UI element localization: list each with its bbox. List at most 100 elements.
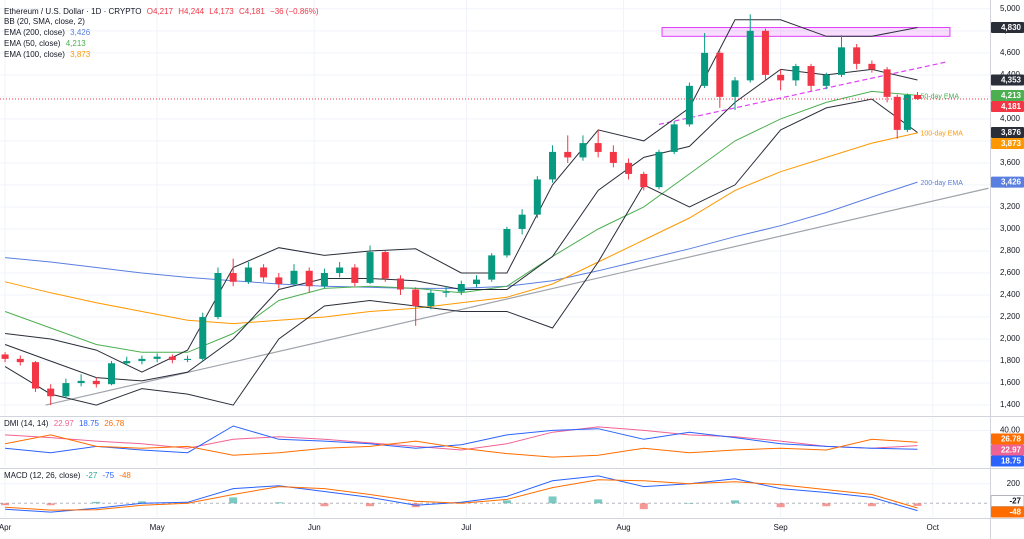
candle-body <box>837 47 845 75</box>
histogram-bar <box>731 500 740 504</box>
legend-name: DMI (14, 14) <box>4 419 49 428</box>
trendline <box>658 61 949 125</box>
candle-body <box>701 52 709 86</box>
ohlc-value: L4,173 <box>209 7 234 16</box>
macd-line <box>5 475 918 513</box>
trendline <box>45 187 989 406</box>
legend-value: 26.78 <box>104 419 125 428</box>
price-tag <box>991 89 1024 101</box>
candle-body <box>138 358 146 362</box>
y-tick-label: 1,600 <box>1000 378 1021 387</box>
candle-body <box>579 143 587 158</box>
candle-body <box>123 361 131 364</box>
candle-body <box>518 214 526 229</box>
y-tick-label: 4,600 <box>1000 48 1021 57</box>
legend-value: -75 <box>102 471 115 480</box>
histogram-bar <box>366 503 375 507</box>
price-tag <box>991 176 1024 188</box>
histogram-bar <box>46 503 55 506</box>
candle-body <box>716 52 724 97</box>
macd-legend: MACD (12, 26, close) -27 -75 -48 <box>4 471 134 481</box>
y-tick-label: 3,600 <box>1000 158 1021 167</box>
price-tag-label: 26.78 <box>1001 435 1022 444</box>
legend-value: -48 <box>119 471 131 480</box>
candle-body <box>472 279 480 285</box>
candle-body <box>685 85 693 125</box>
y-tick-label: 2,400 <box>1000 290 1021 299</box>
candle-body <box>381 252 389 279</box>
price-tag <box>991 22 1024 34</box>
candle-body <box>244 267 252 282</box>
symbol-title: Ethereum / U.S. Dollar · 1D · CRYPTO <box>4 7 142 16</box>
candle-body <box>92 380 100 385</box>
candle-body <box>488 255 496 280</box>
histogram-bar <box>776 503 785 508</box>
candle-body <box>366 252 374 283</box>
price-tag-label: 4,353 <box>1001 76 1022 85</box>
dmi-legend: DMI (14, 14) 22.97 18.75 26.78 <box>4 419 127 429</box>
candle-body <box>336 267 344 273</box>
candle-body <box>594 143 602 152</box>
candle-body <box>533 179 541 215</box>
bollinger-upper <box>5 19 918 373</box>
y-tick-label: 3,000 <box>1000 224 1021 233</box>
x-tick-label: Jun <box>308 523 321 532</box>
macd-line <box>5 479 918 511</box>
price-tag-label: 18.75 <box>1001 457 1022 466</box>
legend-name: BB (20, SMA, close, 2) <box>4 17 85 26</box>
histogram-bar <box>867 503 876 507</box>
y-tick-label: 1,800 <box>1000 356 1021 365</box>
candle-body <box>670 124 678 152</box>
price-tag <box>991 100 1024 112</box>
x-tick-label: Sep <box>774 523 789 532</box>
x-tick-label: Oct <box>926 523 939 532</box>
y-tick-label: 2,800 <box>1000 246 1021 255</box>
candle-body <box>1 354 9 359</box>
candle-body <box>442 291 450 293</box>
candle-body <box>883 69 891 97</box>
ohlc-value: H4,244 <box>178 7 205 16</box>
x-tick-label: Aug <box>616 523 630 532</box>
candle-body <box>761 30 769 75</box>
legend-value: 3,873 <box>70 50 91 59</box>
candle-body <box>108 363 116 385</box>
candle-body <box>275 277 283 285</box>
price-tag <box>991 433 1024 445</box>
candle-body <box>320 272 328 287</box>
candle-body <box>184 358 192 360</box>
legend-name: EMA (50, close) <box>4 39 61 48</box>
histogram-bar <box>822 503 831 507</box>
y-tick-label: 4,400 <box>1000 70 1021 79</box>
histogram-bar <box>229 497 238 504</box>
price-tag-label: 3,873 <box>1001 139 1022 148</box>
histogram-bar <box>502 500 511 504</box>
histogram-bar <box>320 503 329 507</box>
price-tag-label: 4,213 <box>1001 91 1022 100</box>
candle-body <box>351 267 359 283</box>
candle-body <box>62 383 70 397</box>
price-tag <box>991 506 1024 518</box>
ohlc-value: −36 (−0.86%) <box>270 7 319 16</box>
price-tag <box>991 74 1024 86</box>
candle-body <box>412 289 420 307</box>
price-tag-label: -48 <box>1009 508 1021 517</box>
histogram-bar <box>685 503 694 504</box>
candle-body <box>853 47 861 64</box>
price-tag <box>991 127 1024 139</box>
price-tag <box>991 444 1024 456</box>
candle-body <box>427 292 435 307</box>
candle-body <box>31 362 39 389</box>
candle-body <box>47 388 55 397</box>
candle-body <box>792 66 800 81</box>
legend-value: 4,213 <box>65 39 86 48</box>
candle-body <box>640 173 648 188</box>
candle-body <box>214 272 222 318</box>
histogram-bar <box>274 502 283 504</box>
price-tag-label: 3,426 <box>1001 178 1022 187</box>
y-tick-label: 2,000 <box>1000 334 1021 343</box>
y-tick-label: 3,200 <box>1000 202 1021 211</box>
histogram-bar <box>639 503 648 510</box>
candle-body <box>396 278 404 290</box>
candle-body <box>199 317 207 359</box>
